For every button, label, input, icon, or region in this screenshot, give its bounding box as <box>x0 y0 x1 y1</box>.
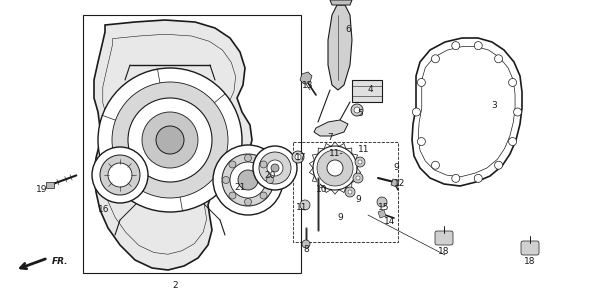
Text: 13: 13 <box>302 80 314 89</box>
Text: 21: 21 <box>234 184 245 193</box>
Text: 11: 11 <box>358 145 370 154</box>
Polygon shape <box>300 72 312 84</box>
Text: 9: 9 <box>337 213 343 222</box>
Circle shape <box>292 151 304 163</box>
Text: 7: 7 <box>327 134 333 142</box>
Circle shape <box>100 155 140 195</box>
Circle shape <box>98 68 242 212</box>
Circle shape <box>313 146 357 190</box>
Circle shape <box>112 82 228 198</box>
Circle shape <box>474 42 482 50</box>
Circle shape <box>417 79 425 86</box>
Bar <box>352 80 382 102</box>
FancyBboxPatch shape <box>521 241 539 255</box>
Polygon shape <box>378 210 386 218</box>
Circle shape <box>128 98 212 182</box>
Circle shape <box>351 104 363 116</box>
Circle shape <box>494 55 503 63</box>
Bar <box>293 142 398 242</box>
Text: 4: 4 <box>367 85 373 95</box>
Polygon shape <box>46 182 54 188</box>
Circle shape <box>509 138 517 146</box>
Circle shape <box>317 150 353 186</box>
Circle shape <box>474 174 482 182</box>
Circle shape <box>494 161 503 169</box>
Circle shape <box>354 107 360 113</box>
Text: 18: 18 <box>438 247 450 256</box>
Circle shape <box>267 176 274 184</box>
Circle shape <box>108 163 132 187</box>
Circle shape <box>260 161 267 168</box>
Circle shape <box>156 126 184 154</box>
Circle shape <box>244 198 251 206</box>
Polygon shape <box>94 20 252 270</box>
Circle shape <box>213 145 283 215</box>
Circle shape <box>302 240 310 248</box>
Circle shape <box>356 176 360 180</box>
Circle shape <box>431 161 440 169</box>
Circle shape <box>348 190 352 194</box>
Text: 9: 9 <box>355 196 361 204</box>
Circle shape <box>452 174 460 182</box>
Text: FR.: FR. <box>52 257 68 266</box>
Circle shape <box>353 173 363 183</box>
Circle shape <box>222 176 230 184</box>
Circle shape <box>327 160 343 176</box>
Polygon shape <box>330 0 352 5</box>
Circle shape <box>355 157 365 167</box>
Circle shape <box>142 112 198 168</box>
Circle shape <box>345 187 355 197</box>
Text: 17: 17 <box>295 154 307 163</box>
Text: 18: 18 <box>525 257 536 266</box>
Bar <box>83 15 301 273</box>
Text: 14: 14 <box>384 218 396 226</box>
Text: 11: 11 <box>296 203 308 213</box>
Circle shape <box>260 192 267 199</box>
Polygon shape <box>314 120 348 136</box>
FancyBboxPatch shape <box>435 231 453 245</box>
Circle shape <box>452 42 460 50</box>
Circle shape <box>253 146 297 190</box>
Text: 20: 20 <box>264 170 276 179</box>
Text: 6: 6 <box>345 26 351 35</box>
Circle shape <box>417 138 425 146</box>
Text: 8: 8 <box>303 246 309 255</box>
Text: 2: 2 <box>172 281 178 290</box>
Text: 9: 9 <box>393 163 399 172</box>
Circle shape <box>295 154 301 160</box>
Text: 12: 12 <box>394 178 406 188</box>
Circle shape <box>412 108 421 116</box>
Text: 3: 3 <box>491 101 497 110</box>
Text: 19: 19 <box>36 185 48 194</box>
Circle shape <box>271 164 279 172</box>
Circle shape <box>229 161 236 168</box>
Polygon shape <box>391 179 399 187</box>
Circle shape <box>238 170 258 190</box>
Circle shape <box>300 200 310 210</box>
Text: 16: 16 <box>99 206 110 215</box>
Text: 5: 5 <box>357 108 363 117</box>
Circle shape <box>92 147 148 203</box>
Polygon shape <box>412 38 522 186</box>
Circle shape <box>267 160 283 176</box>
Circle shape <box>377 197 387 207</box>
Circle shape <box>358 160 362 164</box>
Circle shape <box>509 79 517 86</box>
Circle shape <box>230 162 266 198</box>
Circle shape <box>431 55 440 63</box>
Text: 11-: 11- <box>329 150 343 159</box>
Circle shape <box>244 154 251 162</box>
Text: 15: 15 <box>378 203 390 212</box>
Circle shape <box>229 192 236 199</box>
Circle shape <box>222 154 274 206</box>
Polygon shape <box>328 5 352 90</box>
Circle shape <box>514 108 522 116</box>
Circle shape <box>259 152 291 184</box>
Text: 10: 10 <box>316 185 328 194</box>
